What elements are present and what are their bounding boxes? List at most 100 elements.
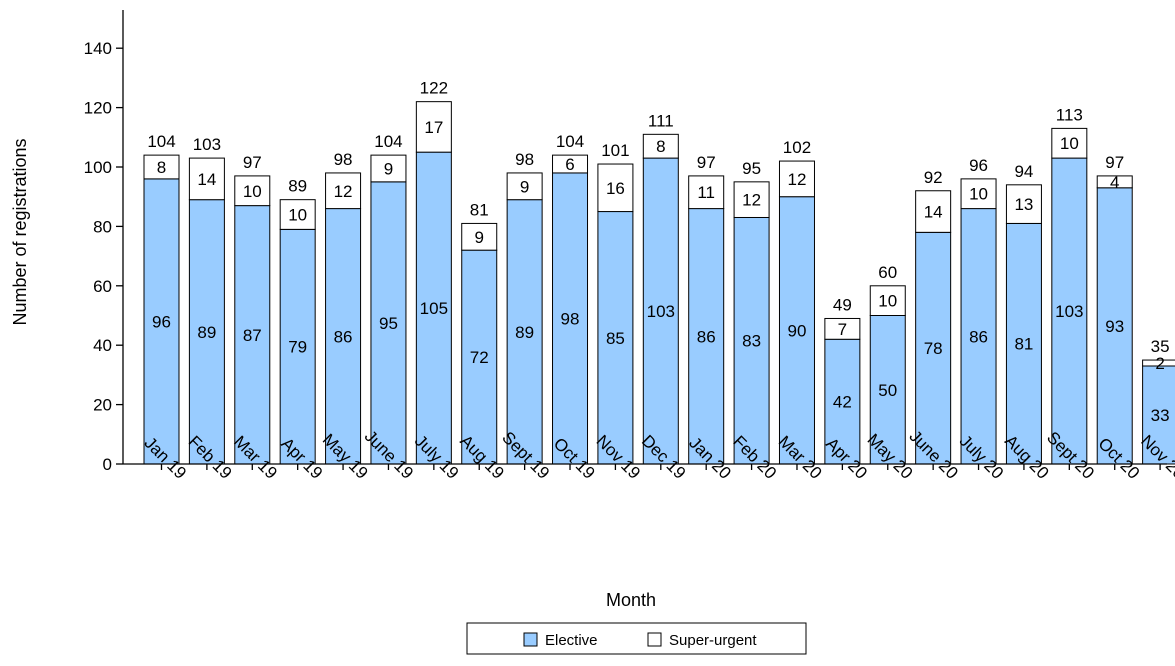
data-label-elective: 81: [1014, 335, 1033, 354]
data-label-super-urgent: 14: [197, 170, 216, 189]
data-label-total: 111: [648, 111, 674, 130]
bar-super-urgent: [642, 133, 679, 159]
legend-swatch-elective: [523, 632, 538, 647]
bar-elective: [688, 208, 725, 465]
bar-super-urgent: [234, 175, 271, 207]
data-label-elective: 33: [1151, 406, 1170, 425]
bar-super-urgent: [552, 154, 589, 174]
data-label-elective: 86: [697, 327, 716, 346]
legend-swatch-super-urgent: [647, 632, 662, 647]
data-label-elective: 83: [742, 332, 761, 351]
data-label-elective: 72: [470, 348, 489, 367]
data-label-super-urgent: 14: [924, 203, 943, 222]
data-label-elective: 98: [561, 309, 580, 328]
data-label-super-urgent: 12: [742, 191, 761, 210]
legend-label-super-urgent: Super-urgent: [669, 632, 757, 649]
data-label-total: 97: [697, 153, 716, 172]
data-label-super-urgent: 4: [1110, 173, 1119, 192]
data-label-total: 94: [1014, 162, 1033, 181]
data-label-elective: 87: [243, 326, 262, 345]
data-label-super-urgent: 8: [157, 158, 166, 177]
data-label-elective: 78: [924, 339, 943, 358]
data-label-total: 96: [969, 156, 988, 175]
data-label-elective: 85: [606, 329, 625, 348]
y-tick-label: 120: [84, 99, 112, 118]
data-label-total: 92: [924, 168, 943, 187]
legend-label-elective: Elective: [545, 632, 598, 649]
data-label-elective: 42: [833, 393, 852, 412]
data-label-super-urgent: 2: [1155, 354, 1164, 373]
data-label-super-urgent: 10: [288, 206, 307, 225]
bar-elective: [325, 208, 362, 465]
bar-super-urgent: [325, 172, 362, 210]
bar-elective: [915, 231, 952, 465]
bar-super-urgent: [506, 172, 543, 201]
bar-elective: [370, 181, 407, 465]
data-label-super-urgent: 12: [334, 182, 353, 201]
data-label-super-urgent: 7: [838, 320, 847, 339]
data-label-elective: 103: [647, 302, 675, 321]
bar-super-urgent: [733, 181, 770, 218]
bar-super-urgent: [188, 157, 225, 201]
bar-elective: [824, 338, 861, 465]
bar-super-urgent: [915, 190, 952, 233]
bar-super-urgent: [960, 178, 997, 210]
bar-elective: [960, 208, 997, 465]
y-tick-label: 20: [93, 396, 112, 415]
bar-elective: [552, 172, 589, 465]
data-label-total: 89: [288, 177, 307, 196]
bar-super-urgent: [824, 317, 861, 340]
bar-super-urgent: [415, 101, 452, 153]
data-label-total: 98: [334, 150, 353, 169]
data-label-super-urgent: 9: [520, 177, 529, 196]
data-label-super-urgent: 9: [475, 228, 484, 247]
data-label-elective: 89: [197, 323, 216, 342]
data-label-total: 104: [556, 132, 584, 151]
data-label-total: 97: [243, 153, 262, 172]
data-label-total: 98: [515, 150, 534, 169]
data-label-elective: 86: [334, 327, 353, 346]
bar-super-urgent: [1096, 175, 1133, 189]
data-label-total: 95: [742, 159, 761, 178]
y-tick-label: 0: [103, 455, 112, 474]
x-axis-title: Month: [606, 590, 656, 610]
data-label-elective: 103: [1055, 302, 1083, 321]
bar-super-urgent: [869, 285, 906, 316]
bar-elective: [143, 178, 180, 465]
bar-elective: [597, 211, 634, 465]
data-label-super-urgent: 13: [1014, 195, 1033, 214]
y-tick-label: 60: [93, 277, 112, 296]
data-label-total: 104: [374, 132, 402, 151]
data-label-elective: 89: [515, 323, 534, 342]
bar-elective: [733, 216, 770, 465]
bar-elective: [1005, 222, 1042, 465]
data-label-total: 60: [878, 263, 897, 282]
data-label-super-urgent: 12: [788, 170, 807, 189]
bar-super-urgent: [1142, 359, 1175, 367]
data-label-total: 97: [1105, 153, 1124, 172]
data-label-elective: 95: [379, 314, 398, 333]
data-label-super-urgent: 17: [424, 118, 443, 137]
data-label-elective: 86: [969, 327, 988, 346]
data-label-elective: 93: [1105, 317, 1124, 336]
data-label-elective: 90: [788, 321, 807, 340]
data-label-super-urgent: 10: [969, 185, 988, 204]
data-label-total: 81: [470, 200, 489, 219]
data-label-total: 101: [601, 141, 629, 160]
data-label-elective: 79: [288, 338, 307, 357]
data-label-super-urgent: 11: [697, 183, 715, 202]
y-tick-label: 100: [84, 158, 112, 177]
data-label-total: 104: [147, 132, 175, 151]
bar-super-urgent: [688, 175, 725, 210]
bar-elective: [506, 199, 543, 465]
bar-super-urgent: [279, 199, 316, 230]
data-label-super-urgent: 16: [606, 179, 625, 198]
bar-super-urgent: [1005, 184, 1042, 224]
legend: Elective Super-urgent: [466, 622, 807, 655]
data-label-elective: 50: [878, 381, 897, 400]
bar-elective: [1051, 157, 1088, 465]
bar-super-urgent: [143, 154, 180, 180]
data-label-total: 49: [833, 295, 852, 314]
data-label-total: 113: [1056, 105, 1083, 124]
